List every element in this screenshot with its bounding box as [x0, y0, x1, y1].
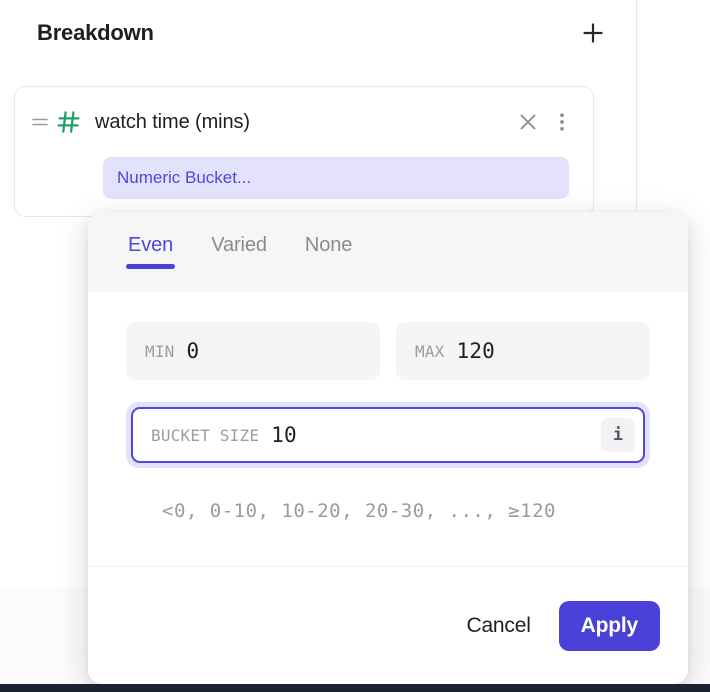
- min-field[interactable]: MIN 0: [126, 322, 380, 380]
- bucket-size-field[interactable]: BUCKET SIZE 10 i: [131, 407, 645, 463]
- min-field-value: 0: [186, 339, 200, 363]
- breakdown-field-name: watch time (mins): [95, 110, 250, 133]
- numeric-bucket-popover: Even Varied None MIN 0 MAX 120: [88, 212, 688, 684]
- popover-footer: Cancel Apply: [88, 566, 688, 684]
- more-vertical-icon: [552, 111, 572, 133]
- bucket-size-field-content: BUCKET SIZE 10: [151, 423, 589, 447]
- breakdown-header: Breakdown: [0, 0, 636, 66]
- tab-none-label: None: [304, 234, 353, 256]
- max-field[interactable]: MAX 120: [396, 322, 650, 380]
- breakdown-card-row: watch time (mins): [29, 87, 579, 157]
- apply-button[interactable]: Apply: [558, 600, 660, 651]
- min-field-label: MIN: [145, 341, 175, 361]
- apply-button-label: Apply: [580, 613, 639, 637]
- tab-even[interactable]: Even: [126, 234, 176, 279]
- max-field-value: 120: [456, 339, 496, 363]
- tab-even-label: Even: [128, 234, 174, 256]
- bottom-edge-strip: [0, 684, 710, 692]
- close-icon: [517, 111, 539, 133]
- tab-none[interactable]: None: [303, 234, 354, 279]
- drag-handle-icon[interactable]: [29, 115, 51, 129]
- numeric-bucket-chip-label: Numeric Bucket...: [117, 168, 252, 187]
- add-breakdown-button[interactable]: [574, 14, 612, 52]
- breakdown-card: watch time (mins) Num: [14, 86, 594, 217]
- breakdown-options-button[interactable]: [545, 105, 579, 139]
- hash-icon: [51, 109, 87, 135]
- bucket-mode-tabs: Even Varied None: [88, 212, 688, 292]
- tab-varied[interactable]: Varied: [209, 234, 269, 279]
- bucket-preview-text: <0, 0-10, 10-20, 20-30, ..., ≥120: [162, 500, 556, 522]
- cancel-button[interactable]: Cancel: [460, 604, 536, 648]
- plus-icon: [580, 20, 606, 46]
- cancel-button-label: Cancel: [466, 613, 531, 637]
- popover-body: MIN 0 MAX 120 BUCKET SIZE 10 i: [88, 292, 688, 566]
- numeric-bucket-chip[interactable]: Numeric Bucket...: [103, 157, 569, 199]
- range-row: MIN 0 MAX 120: [126, 322, 650, 380]
- remove-breakdown-button[interactable]: [511, 105, 545, 139]
- bucket-size-focus-ring: BUCKET SIZE 10 i: [126, 402, 650, 468]
- tab-varied-label: Varied: [211, 234, 267, 256]
- max-field-label: MAX: [415, 341, 445, 361]
- bucket-size-field-label: BUCKET SIZE: [151, 425, 260, 445]
- info-icon[interactable]: i: [601, 418, 635, 452]
- bucket-size-field-value: 10: [271, 423, 297, 447]
- info-icon-glyph: i: [612, 425, 624, 445]
- page-title: Breakdown: [37, 20, 154, 45]
